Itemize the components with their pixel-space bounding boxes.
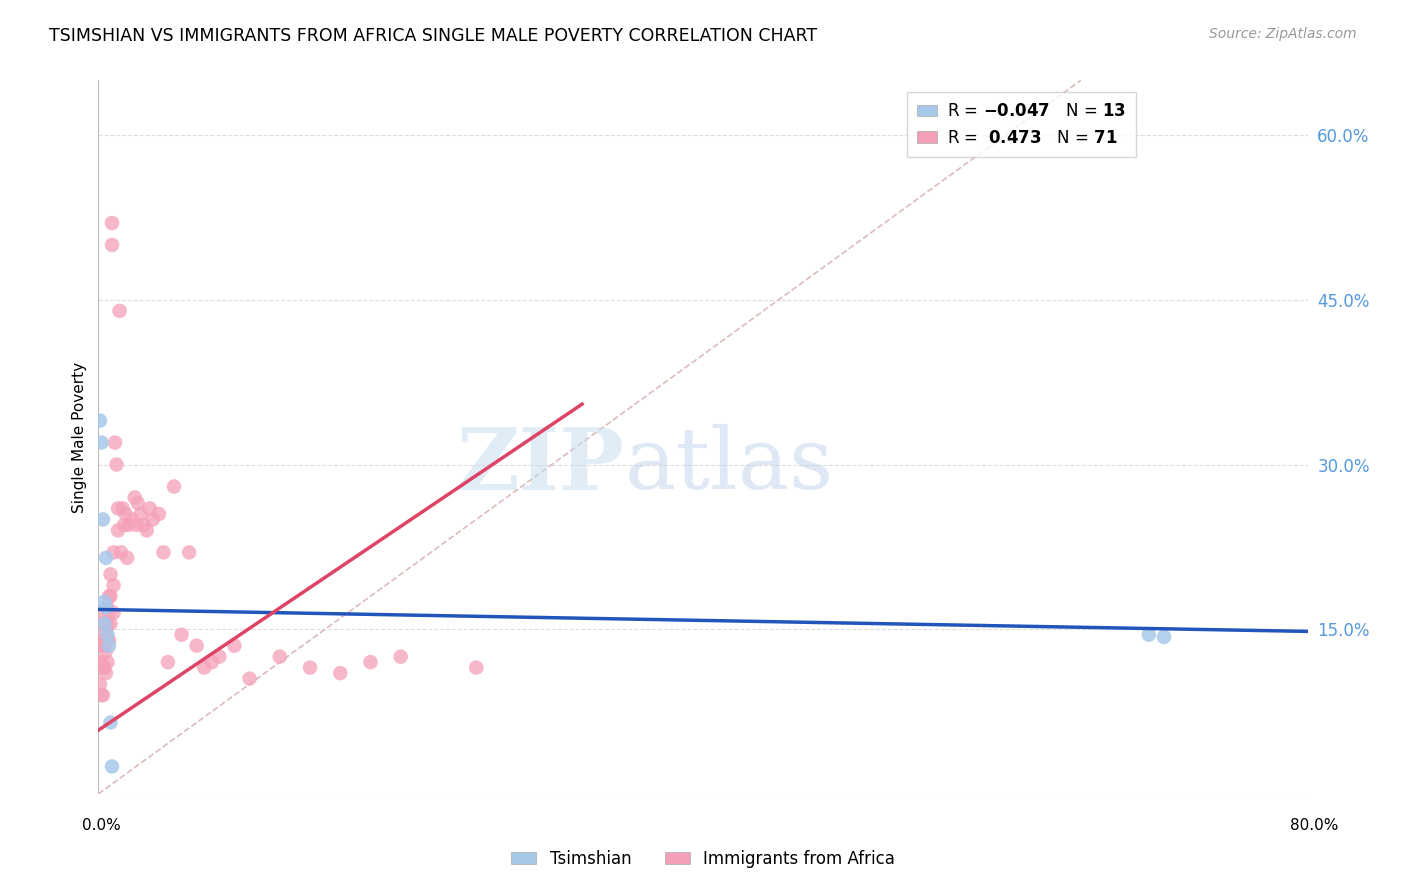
- Point: [129, 507, 152, 521]
- Point: [93, 595, 115, 609]
- Point: [110, 545, 132, 559]
- Point: [90, 655, 112, 669]
- Point: [152, 545, 174, 559]
- Point: [239, 672, 262, 686]
- Point: [94, 622, 117, 636]
- Point: [269, 649, 291, 664]
- Point: [156, 655, 179, 669]
- Point: [96, 628, 118, 642]
- Point: [96, 655, 118, 669]
- Point: [125, 517, 148, 532]
- Point: [89, 677, 111, 691]
- Point: [98, 606, 121, 620]
- Legend: Tsimshian, Immigrants from Africa: Tsimshian, Immigrants from Africa: [505, 844, 901, 875]
- Point: [124, 491, 146, 505]
- Point: [163, 479, 186, 493]
- Point: [107, 501, 129, 516]
- Point: [1137, 628, 1160, 642]
- Point: [224, 639, 246, 653]
- Point: [465, 660, 488, 674]
- Point: [90, 688, 112, 702]
- Point: [103, 606, 125, 620]
- Y-axis label: Single Male Poverty: Single Male Poverty: [72, 361, 87, 513]
- Point: [89, 414, 111, 428]
- Point: [135, 524, 157, 538]
- Point: [139, 501, 162, 516]
- Point: [179, 545, 201, 559]
- Point: [108, 303, 131, 318]
- Point: [91, 512, 114, 526]
- Point: [94, 550, 117, 565]
- Point: [94, 644, 117, 658]
- Text: Source: ZipAtlas.com: Source: ZipAtlas.com: [1209, 27, 1357, 41]
- Point: [96, 633, 118, 648]
- Text: 80.0%: 80.0%: [1291, 818, 1339, 832]
- Text: ZIP: ZIP: [457, 424, 624, 508]
- Legend: R = $\mathbf{-0.047}$   N = $\mathbf{13}$, R =  $\mathbf{0.473}$   N = $\mathbf{: R = $\mathbf{-0.047}$ N = $\mathbf{13}$,…: [907, 92, 1136, 156]
- Point: [201, 655, 224, 669]
- Point: [91, 639, 114, 653]
- Point: [103, 578, 125, 592]
- Point: [208, 649, 231, 664]
- Point: [148, 507, 170, 521]
- Point: [93, 616, 115, 631]
- Point: [100, 616, 122, 631]
- Point: [104, 435, 127, 450]
- Point: [89, 633, 111, 648]
- Point: [94, 600, 117, 615]
- Point: [105, 458, 128, 472]
- Point: [90, 633, 112, 648]
- Point: [90, 611, 112, 625]
- Point: [170, 628, 193, 642]
- Point: [93, 616, 115, 631]
- Point: [98, 639, 121, 653]
- Point: [94, 666, 117, 681]
- Text: TSIMSHIAN VS IMMIGRANTS FROM AFRICA SINGLE MALE POVERTY CORRELATION CHART: TSIMSHIAN VS IMMIGRANTS FROM AFRICA SING…: [49, 27, 817, 45]
- Point: [91, 660, 114, 674]
- Point: [100, 589, 122, 603]
- Point: [115, 550, 138, 565]
- Text: atlas: atlas: [624, 424, 834, 508]
- Point: [98, 589, 121, 603]
- Point: [121, 512, 143, 526]
- Point: [111, 501, 134, 516]
- Point: [101, 759, 124, 773]
- Point: [100, 715, 122, 730]
- Text: 0.0%: 0.0%: [82, 818, 121, 832]
- Point: [118, 517, 141, 532]
- Point: [94, 600, 117, 615]
- Point: [93, 639, 115, 653]
- Point: [93, 660, 115, 674]
- Point: [91, 616, 114, 631]
- Point: [132, 517, 155, 532]
- Point: [299, 660, 322, 674]
- Point: [96, 600, 118, 615]
- Point: [91, 688, 114, 702]
- Point: [186, 639, 208, 653]
- Point: [127, 496, 149, 510]
- Point: [193, 660, 215, 674]
- Point: [1153, 630, 1175, 644]
- Point: [101, 216, 124, 230]
- Point: [103, 545, 125, 559]
- Point: [101, 238, 124, 252]
- Point: [142, 512, 165, 526]
- Point: [389, 649, 412, 664]
- Point: [112, 517, 135, 532]
- Point: [90, 435, 112, 450]
- Point: [329, 666, 352, 681]
- Point: [360, 655, 382, 669]
- Point: [89, 655, 111, 669]
- Point: [107, 524, 129, 538]
- Point: [98, 633, 121, 648]
- Point: [100, 567, 122, 582]
- Point: [114, 507, 136, 521]
- Point: [96, 616, 118, 631]
